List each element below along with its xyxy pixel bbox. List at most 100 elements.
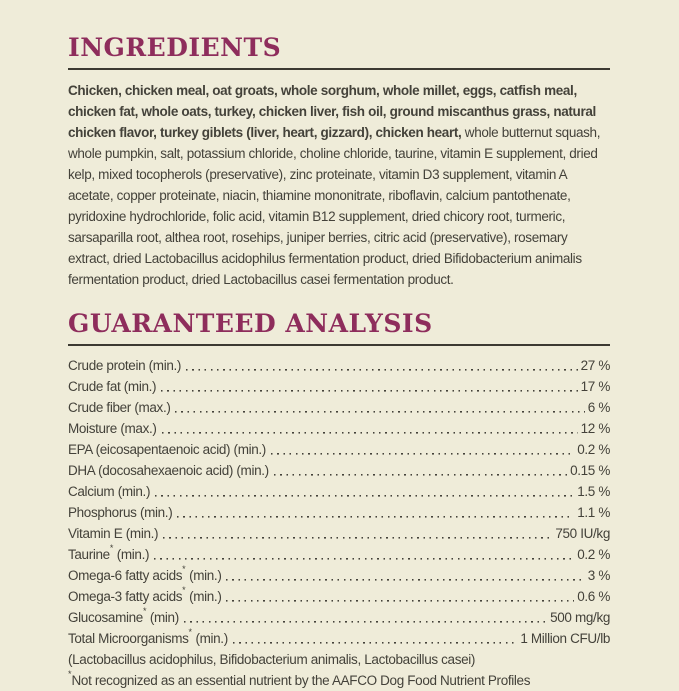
analysis-row-omega-6: Omega-6 fatty acids* (min.) 3 % bbox=[68, 563, 610, 586]
analysis-row-epa: EPA (eicosapentaenoic acid) (min.) 0.2 % bbox=[68, 439, 610, 460]
label-qualifier: (min.) bbox=[185, 589, 222, 604]
analysis-label: Crude protein (min.) bbox=[68, 355, 181, 376]
label-text: Glucosamine bbox=[68, 610, 143, 625]
label-text: Total Microorganisms bbox=[68, 631, 189, 646]
analysis-label: Total Microorganisms* (min.) bbox=[68, 626, 228, 649]
dot-leader bbox=[161, 376, 578, 397]
analysis-label: Crude fat (min.) bbox=[68, 376, 157, 397]
analysis-value: 12 % bbox=[580, 421, 611, 436]
label-text: Omega-3 fatty acids bbox=[68, 589, 183, 604]
label-qualifier: (min.) bbox=[122, 526, 159, 541]
label-qualifier: (min.) bbox=[192, 631, 228, 646]
dot-leader bbox=[226, 586, 575, 607]
dot-leader bbox=[177, 502, 575, 523]
section-divider bbox=[68, 344, 610, 346]
ingredients-secondary-text: whole butternut squash, whole pumpkin, s… bbox=[68, 125, 601, 287]
label-mark: * bbox=[142, 605, 147, 616]
dot-leader bbox=[226, 565, 585, 586]
analysis-value: 0.15 % bbox=[570, 463, 610, 478]
analysis-label: Omega-6 fatty acids* (min.) bbox=[68, 563, 222, 586]
dot-leader bbox=[161, 418, 578, 439]
ingredients-section: INGREDIENTS Chicken, chicken meal, oat g… bbox=[68, 34, 610, 290]
dot-leader bbox=[183, 607, 548, 628]
label-qualifier: (min.) bbox=[114, 484, 151, 499]
analysis-label: Taurine* (min.) bbox=[68, 542, 150, 565]
label-qualifier: (min.) bbox=[185, 568, 222, 583]
analysis-label: Phosphorus (min.) bbox=[68, 502, 173, 523]
analysis-value: 27 % bbox=[580, 358, 611, 373]
analysis-row-calcium: Calcium (min.) 1.5 % bbox=[68, 481, 610, 502]
analysis-row-crude-protein: Crude protein (min.) 27 % bbox=[68, 355, 610, 376]
label-qualifier: (min.) bbox=[230, 442, 267, 457]
analysis-row-vitamin-e: Vitamin E (min.) 750 IU/kg bbox=[68, 523, 610, 544]
ingredients-title: INGREDIENTS bbox=[68, 33, 282, 62]
ingredients-primary-text: Chicken, chicken meal, oat groats, whole… bbox=[68, 83, 596, 140]
analysis-row-moisture: Moisture (max.) 12 % bbox=[68, 418, 610, 439]
dot-leader bbox=[270, 439, 575, 460]
footnote-text: Not recognized as an essential nutrient … bbox=[71, 673, 531, 688]
analysis-row-total-microorganisms: Total Microorganisms* (min.) 1 Million C… bbox=[68, 626, 610, 649]
label-text: Moisture bbox=[68, 421, 117, 436]
microorganisms-species-note: (Lactobacillus acidophilus, Bifidobacter… bbox=[68, 652, 476, 667]
label-qualifier: (min.) bbox=[145, 358, 182, 373]
label-mark: * bbox=[182, 584, 186, 595]
guaranteed-analysis-section: GUARANTEED ANALYSIS Crude protein (min.)… bbox=[68, 310, 610, 691]
dot-leader bbox=[273, 460, 568, 481]
label-text: EPA (eicosapentaenoic acid) bbox=[68, 442, 231, 457]
label-mark: * bbox=[109, 542, 114, 553]
label-text: DHA (docosahexaenoic acid) bbox=[68, 463, 233, 478]
analysis-value: 0.2 % bbox=[577, 442, 610, 457]
analysis-label: Vitamin E (min.) bbox=[68, 523, 159, 544]
label-qualifier: (min.) bbox=[233, 463, 269, 478]
label-text: Crude fat bbox=[68, 379, 121, 394]
label-qualifier: (min.) bbox=[136, 505, 173, 520]
analysis-value: 750 IU/kg bbox=[555, 526, 610, 541]
dot-leader bbox=[155, 481, 575, 502]
ingredients-text: Chicken, chicken meal, oat groats, whole… bbox=[68, 80, 610, 290]
label-qualifier: (min.) bbox=[113, 547, 150, 562]
analysis-row-phosphorus: Phosphorus (min.) 1.1 % bbox=[68, 502, 610, 523]
label-qualifier: (min.) bbox=[120, 379, 157, 394]
label-mark: * bbox=[188, 626, 193, 637]
guaranteed-analysis-title: GUARANTEED ANALYSIS bbox=[68, 309, 433, 338]
dot-leader bbox=[154, 544, 575, 565]
analysis-label: DHA (docosahexaenoic acid) (min.) bbox=[68, 460, 269, 481]
dot-leader bbox=[186, 355, 578, 376]
aafco-footnote: *Not recognized as an essential nutrient… bbox=[68, 669, 610, 691]
dot-leader bbox=[175, 397, 585, 418]
label-text: Taurine bbox=[68, 547, 110, 562]
analysis-row-glucosamine: Glucosamine* (min) 500 mg/kg bbox=[68, 605, 610, 628]
analysis-value: 0.6 % bbox=[577, 589, 610, 604]
analysis-value: 1 Million CFU/lb bbox=[520, 631, 610, 646]
label-text: Vitamin E bbox=[68, 526, 123, 541]
analysis-label: Crude fiber (max.) bbox=[68, 397, 171, 418]
label-mark: * bbox=[182, 563, 186, 574]
analysis-table: Crude protein (min.) 27 % Crude fat (min… bbox=[68, 355, 610, 649]
analysis-row-taurine: Taurine* (min.) 0.2 % bbox=[68, 542, 610, 565]
dot-leader bbox=[232, 628, 518, 649]
analysis-value: 1.1 % bbox=[577, 505, 610, 520]
analysis-label: Moisture (max.) bbox=[68, 418, 157, 439]
analysis-value: 6 % bbox=[587, 400, 611, 415]
analysis-value: 0.2 % bbox=[577, 547, 610, 562]
label-text: Calcium bbox=[68, 484, 115, 499]
analysis-label: Calcium (min.) bbox=[68, 481, 150, 502]
label-qualifier: (max.) bbox=[130, 400, 171, 415]
label-qualifier: (max.) bbox=[116, 421, 157, 436]
dot-leader bbox=[163, 523, 553, 544]
analysis-label: EPA (eicosapentaenoic acid) (min.) bbox=[68, 439, 266, 460]
analysis-row-crude-fiber: Crude fiber (max.) 6 % bbox=[68, 397, 610, 418]
analysis-value: 17 % bbox=[580, 379, 611, 394]
label-text: Phosphorus bbox=[68, 505, 137, 520]
label-text: Crude protein bbox=[68, 358, 146, 373]
analysis-row-crude-fat: Crude fat (min.) 17 % bbox=[68, 376, 610, 397]
label-text: Crude fiber bbox=[68, 400, 131, 415]
analysis-value: 1.5 % bbox=[577, 484, 610, 499]
section-divider bbox=[68, 68, 610, 70]
label-text: Omega-6 fatty acids bbox=[68, 568, 183, 583]
analysis-row-dha: DHA (docosahexaenoic acid) (min.) 0.15 % bbox=[68, 460, 610, 481]
label-qualifier: (min) bbox=[146, 610, 179, 625]
analysis-label: Glucosamine* (min) bbox=[68, 605, 179, 628]
